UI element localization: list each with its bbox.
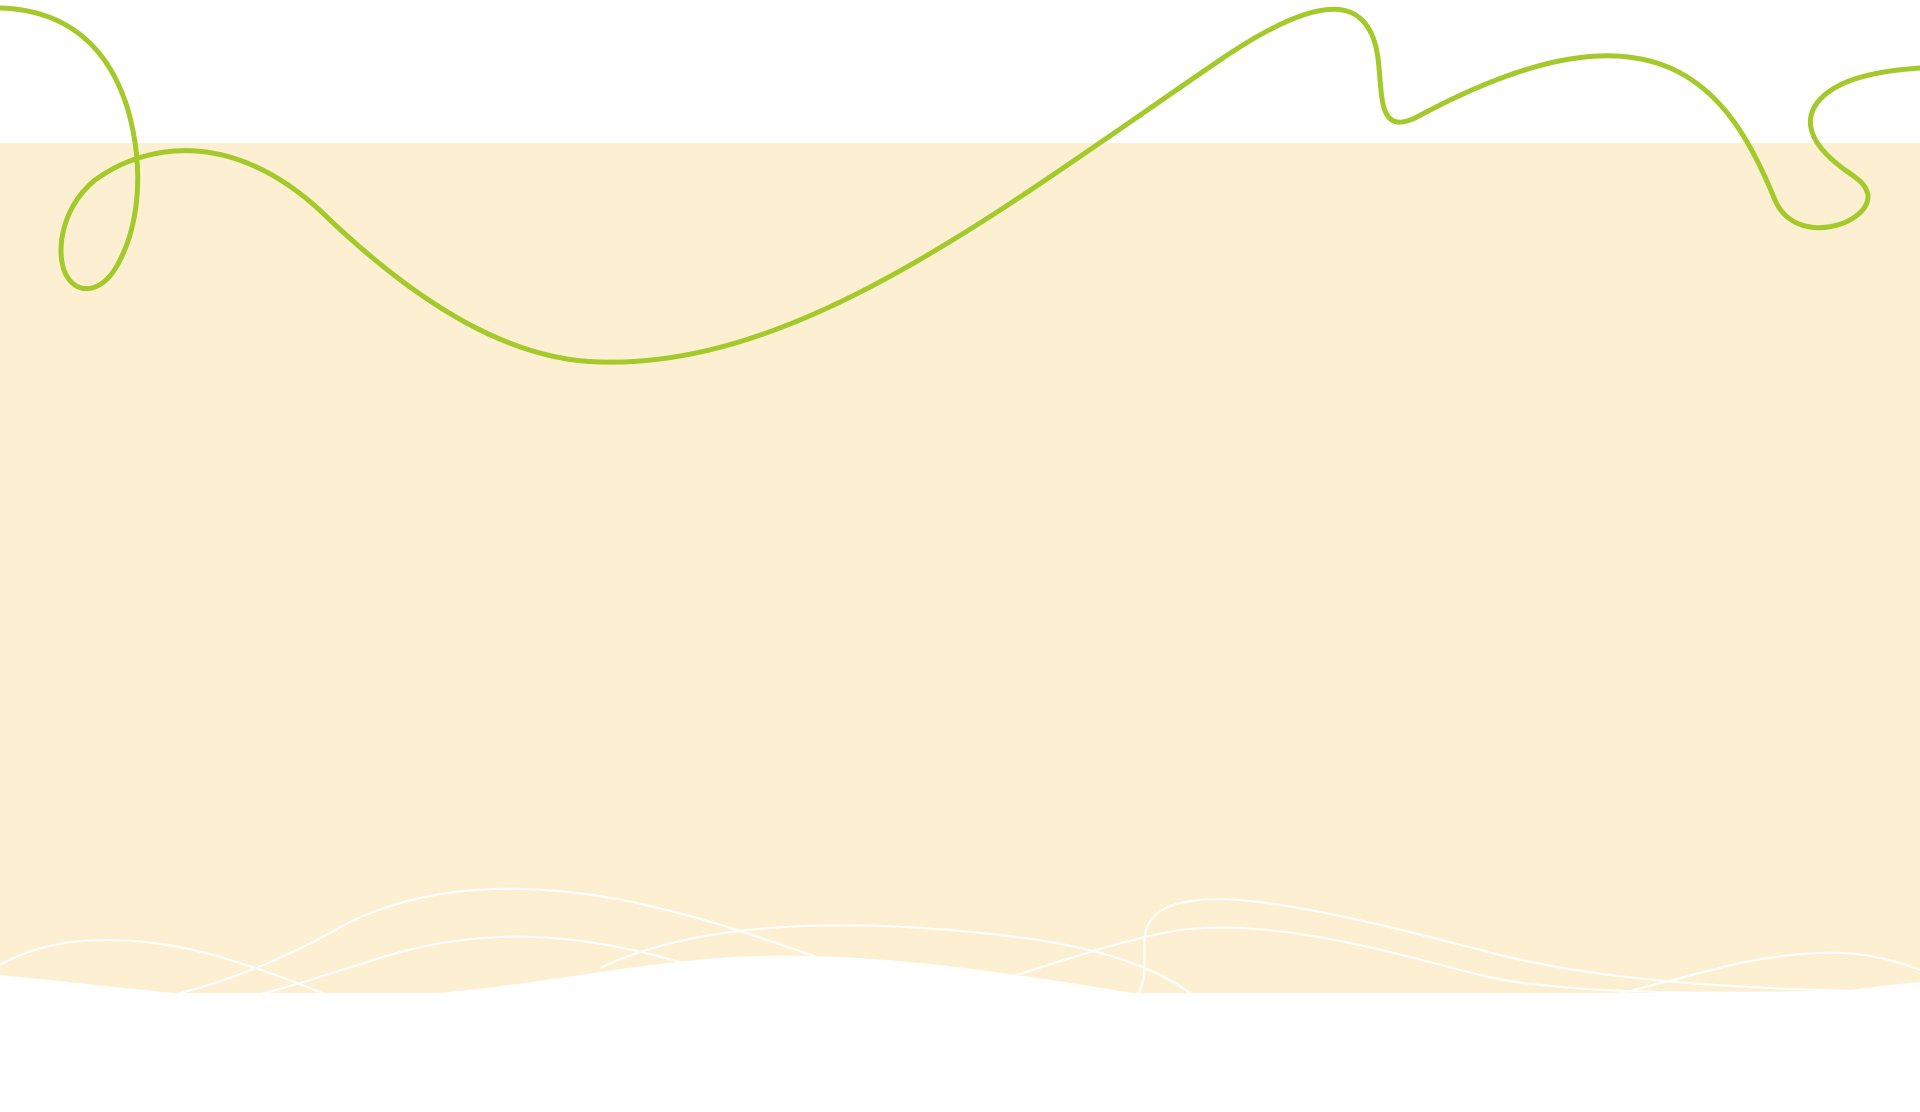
bottom-white-wave — [0, 955, 1920, 1112]
white-wave-line-5 — [999, 926, 1920, 994]
white-wave-line-4 — [599, 924, 1221, 1023]
cream-band — [0, 143, 1920, 993]
white-wave-line-2 — [159, 887, 821, 999]
white-wave-lines — [0, 887, 1920, 1033]
white-wave-line-6 — [1133, 898, 1920, 1001]
white-wave-line-7 — [1469, 951, 1920, 1033]
white-wave-line-1 — [0, 939, 361, 1011]
white-wave-line-3 — [229, 935, 681, 1003]
green-swirl-line — [0, 5, 1920, 365]
